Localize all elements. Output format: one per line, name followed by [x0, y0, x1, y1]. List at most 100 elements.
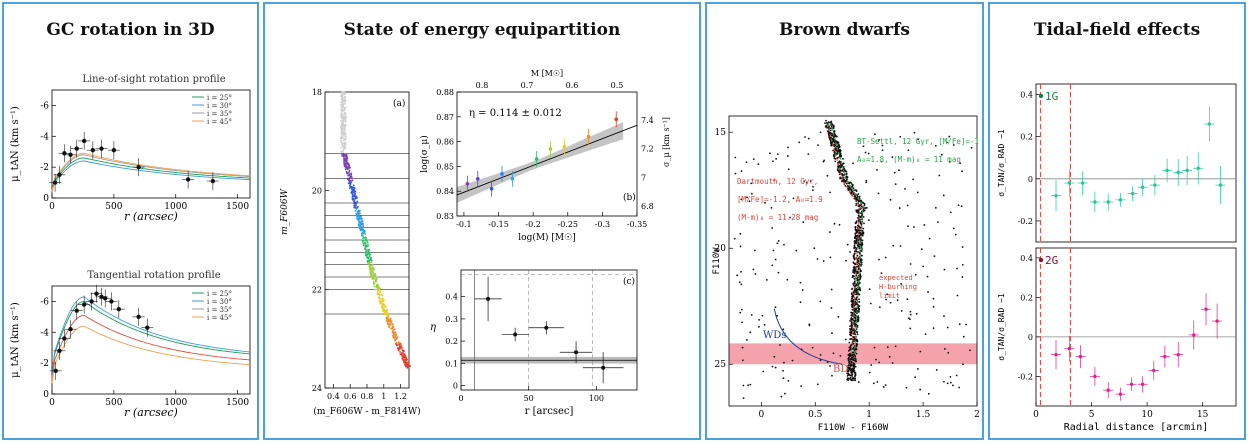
- y-axis-label: η: [430, 322, 436, 333]
- cmd-star: [383, 303, 386, 306]
- cmd-star: [379, 290, 382, 293]
- data-point: [1130, 191, 1135, 196]
- data-point: [465, 181, 470, 186]
- field-star: [786, 155, 789, 157]
- cmd-star: [361, 229, 364, 231]
- field-star: [873, 133, 876, 136]
- cluster-star: [855, 352, 858, 355]
- cluster-star: [851, 306, 854, 308]
- field-star: [878, 258, 880, 261]
- field-star: [784, 392, 786, 395]
- field-star: [923, 224, 926, 226]
- cmd-star: [340, 115, 343, 118]
- cluster-star: [859, 273, 862, 276]
- tick-label: 1000: [164, 398, 187, 408]
- cmd-star: [389, 319, 391, 322]
- field-star: [787, 379, 790, 382]
- field-star: [777, 240, 780, 242]
- cluster-star: [854, 232, 857, 235]
- cmd-star: [340, 112, 343, 114]
- cmd-star: [343, 93, 345, 95]
- cmd-star: [344, 168, 347, 171]
- cmd-star: [341, 98, 343, 101]
- data-point: [544, 325, 549, 330]
- cmd-star: [370, 256, 372, 259]
- cmd-star: [407, 363, 410, 366]
- cluster-star: [850, 327, 853, 330]
- cluster-star: [840, 169, 843, 172]
- field-star: [780, 395, 783, 398]
- cmd-star: [370, 261, 373, 264]
- cluster-star: [850, 299, 853, 302]
- cluster-star: [860, 250, 863, 252]
- cmd-star: [367, 249, 370, 252]
- cmd-star: [386, 312, 389, 315]
- tick-label: 2: [974, 410, 980, 420]
- field-star: [935, 369, 938, 371]
- field-star: [943, 268, 946, 271]
- data-point: [500, 172, 504, 176]
- field-star: [800, 385, 803, 388]
- plot-frame: [1035, 83, 1237, 243]
- cmd-star: [370, 267, 372, 270]
- cmd-star: [403, 353, 406, 355]
- cluster-star: [856, 331, 859, 334]
- cluster-star: [830, 120, 833, 123]
- cluster-star: [846, 374, 849, 377]
- cmd-star: [349, 179, 352, 182]
- cluster-star: [849, 358, 852, 361]
- cluster-star: [858, 308, 860, 311]
- cmd-star: [394, 339, 396, 342]
- data-point: [574, 350, 579, 355]
- cmd-star: [377, 292, 380, 295]
- cmd-star: [365, 254, 368, 257]
- cluster-star: [853, 364, 856, 366]
- cmd-star: [384, 305, 387, 308]
- cluster-star: [858, 245, 861, 248]
- field-star: [745, 161, 748, 164]
- cluster-star: [851, 369, 854, 372]
- data-point: [1204, 307, 1208, 311]
- equipartition-plots: 0.4 0.6 0.8 1 1.2 18 20 22 24 (a) (m_F606W - m_F81…: [280, 69, 671, 417]
- cmd-star: [381, 294, 383, 296]
- cmd-star: [399, 353, 402, 356]
- field-star: [795, 249, 798, 252]
- cmd-star: [345, 155, 348, 158]
- cmd-star: [346, 172, 349, 175]
- cluster-star: [851, 295, 853, 298]
- cmd-star: [348, 169, 351, 172]
- field-star: [876, 168, 878, 171]
- tick-label: -0.25: [558, 220, 579, 229]
- field-star: [888, 355, 891, 358]
- cmd-star: [343, 142, 346, 145]
- tick-label: 1500: [226, 398, 249, 408]
- field-star: [832, 352, 835, 355]
- tick-label: 0.87: [436, 113, 454, 122]
- cmd-star: [345, 170, 348, 173]
- cluster-star: [855, 242, 858, 245]
- cmd-star: [346, 166, 348, 168]
- cmd-star: [343, 99, 346, 101]
- cmd-star: [356, 210, 359, 213]
- field-star: [865, 179, 868, 182]
- wd-label: WDs: [763, 330, 786, 341]
- data-point: [94, 291, 99, 296]
- cluster-star: [844, 169, 846, 172]
- cmd-star: [341, 99, 343, 102]
- field-star: [802, 221, 805, 224]
- cluster-star: [847, 367, 850, 370]
- cluster-star: [854, 377, 856, 380]
- cmd-star: [341, 133, 344, 136]
- field-star: [807, 153, 810, 156]
- cmd-star: [404, 362, 407, 365]
- field-star: [878, 138, 880, 141]
- cmd-star: [341, 127, 343, 130]
- field-star: [791, 359, 794, 362]
- cluster-star: [858, 247, 861, 250]
- cluster-star: [852, 294, 855, 297]
- cluster-star: [848, 355, 851, 358]
- cmd-star: [360, 218, 363, 220]
- cmd-star: [351, 192, 353, 195]
- field-star: [742, 397, 745, 400]
- cluster-star: [857, 205, 860, 207]
